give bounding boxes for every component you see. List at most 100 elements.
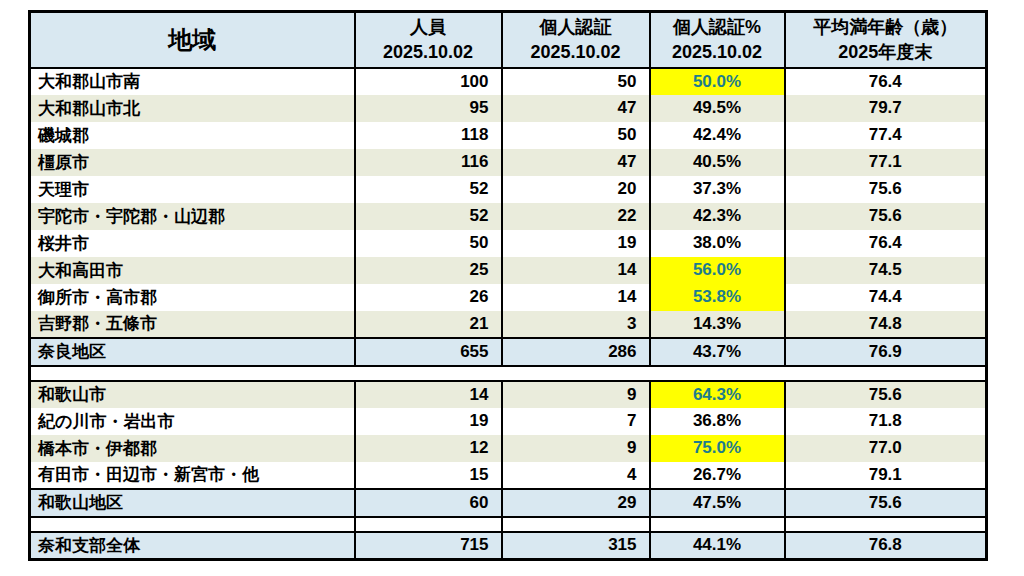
auth-pct-cell: 44.1% [650,532,785,560]
spacer-cell [785,517,987,532]
avg-age-cell: 76.8 [785,532,987,560]
auth-cell: 47 [502,95,650,122]
spacer-cell [30,517,355,532]
region-cell: 紀の川市・岩出市 [30,408,355,435]
region-cell: 磯城郡 [30,122,355,149]
avg-age-cell: 75.6 [785,176,987,203]
auth-cell: 286 [502,338,650,366]
personnel-cell: 15 [355,462,502,489]
avg-age-cell: 76.4 [785,68,987,95]
spacer-cell [785,366,987,381]
auth-pct-cell: 56.0% [650,257,785,284]
auth-cell: 14 [502,257,650,284]
table-row: 有田市・田辺市・新宮市・他15426.7%79.1 [30,462,987,489]
avg-age-cell: 76.9 [785,338,987,366]
table-row: 吉野郡・五條市21314.3%74.8 [30,311,987,338]
header-avg-age-cell: 平均満年齢（歳） 2025年度末 [785,12,987,68]
header-auth-cell: 個人認証 2025.10.02 [502,12,650,68]
auth-cell: 315 [502,532,650,560]
personnel-cell: 100 [355,68,502,95]
personnel-cell: 21 [355,311,502,338]
personnel-cell: 52 [355,203,502,230]
personnel-cell: 25 [355,257,502,284]
avg-age-cell: 74.8 [785,311,987,338]
header-personnel-date: 2025.10.02 [356,40,501,64]
auth-pct-cell: 64.3% [650,381,785,408]
header-region-cell: 地域 [30,12,355,68]
auth-pct-cell: 42.3% [650,203,785,230]
header-personnel-cell: 人員 2025.10.02 [355,12,502,68]
district-total-row: 奈良地区65528643.7%76.9 [30,338,987,366]
auth-pct-cell: 50.0% [650,68,785,95]
header-row: 地域 人員 2025.10.02 個人認証 2025.10.02 個人認証% 2… [30,12,987,68]
table-row: 大和高田市251456.0%74.5 [30,257,987,284]
auth-pct-cell: 26.7% [650,462,785,489]
header-personnel-label: 人員 [356,15,501,39]
auth-cell: 50 [502,68,650,95]
auth-cell: 14 [502,284,650,311]
avg-age-cell: 75.6 [785,203,987,230]
auth-pct-cell: 49.5% [650,95,785,122]
auth-cell: 4 [502,462,650,489]
header-auth-label: 個人認証 [503,15,649,39]
avg-age-cell: 79.1 [785,462,987,489]
region-cell: 有田市・田辺市・新宮市・他 [30,462,355,489]
personnel-cell: 50 [355,230,502,257]
avg-age-cell: 75.6 [785,381,987,408]
personnel-cell: 14 [355,381,502,408]
region-stats-table: 地域 人員 2025.10.02 個人認証 2025.10.02 個人認証% 2… [28,10,988,561]
spacer-cell [30,366,355,381]
table-row: 桜井市501938.0%76.4 [30,230,987,257]
table-row: 和歌山市14964.3%75.6 [30,381,987,408]
table-row: 天理市522037.3%75.6 [30,176,987,203]
region-cell: 宇陀市・宇陀郡・山辺郡 [30,203,355,230]
spacer-row [30,517,987,532]
auth-cell: 29 [502,489,650,517]
auth-pct-cell: 40.5% [650,149,785,176]
region-cell: 大和郡山市南 [30,68,355,95]
auth-cell: 22 [502,203,650,230]
table-row: 橋本市・伊都郡12975.0%77.0 [30,435,987,462]
personnel-cell: 12 [355,435,502,462]
personnel-cell: 26 [355,284,502,311]
spacer-cell [355,517,502,532]
personnel-cell: 60 [355,489,502,517]
spacer-cell [502,517,650,532]
header-avg-age-label: 平均満年齢（歳） [786,15,986,39]
personnel-cell: 715 [355,532,502,560]
region-cell: 御所市・高市郡 [30,284,355,311]
table-row: 紀の川市・岩出市19736.8%71.8 [30,408,987,435]
spacer-cell [650,366,785,381]
auth-pct-cell: 36.8% [650,408,785,435]
avg-age-cell: 77.4 [785,122,987,149]
personnel-cell: 95 [355,95,502,122]
region-cell: 桜井市 [30,230,355,257]
auth-cell: 47 [502,149,650,176]
region-cell: 奈良地区 [30,338,355,366]
avg-age-cell: 71.8 [785,408,987,435]
avg-age-cell: 74.5 [785,257,987,284]
auth-cell: 9 [502,435,650,462]
header-auth-pct-date: 2025.10.02 [651,40,784,64]
avg-age-cell: 77.0 [785,435,987,462]
table-row: 橿原市1164740.5%77.1 [30,149,987,176]
table-body: 大和郡山市南1005050.0%76.4大和郡山市北954749.5%79.7磯… [30,68,987,560]
region-cell: 橿原市 [30,149,355,176]
auth-pct-cell: 53.8% [650,284,785,311]
region-cell: 橋本市・伊都郡 [30,435,355,462]
table-row: 御所市・高市郡261453.8%74.4 [30,284,987,311]
auth-cell: 50 [502,122,650,149]
personnel-cell: 655 [355,338,502,366]
page-background: 地域 人員 2025.10.02 個人認証 2025.10.02 個人認証% 2… [0,0,1024,576]
auth-pct-cell: 75.0% [650,435,785,462]
table-row: 大和郡山市北954749.5%79.7 [30,95,987,122]
table-row: 大和郡山市南1005050.0%76.4 [30,68,987,95]
avg-age-cell: 75.6 [785,489,987,517]
region-cell: 大和郡山市北 [30,95,355,122]
district-total-row: 和歌山地区602947.5%75.6 [30,489,987,517]
auth-pct-cell: 38.0% [650,230,785,257]
personnel-cell: 19 [355,408,502,435]
header-auth-pct-label: 個人認証% [651,15,784,39]
region-cell: 和歌山地区 [30,489,355,517]
spacer-cell [502,366,650,381]
